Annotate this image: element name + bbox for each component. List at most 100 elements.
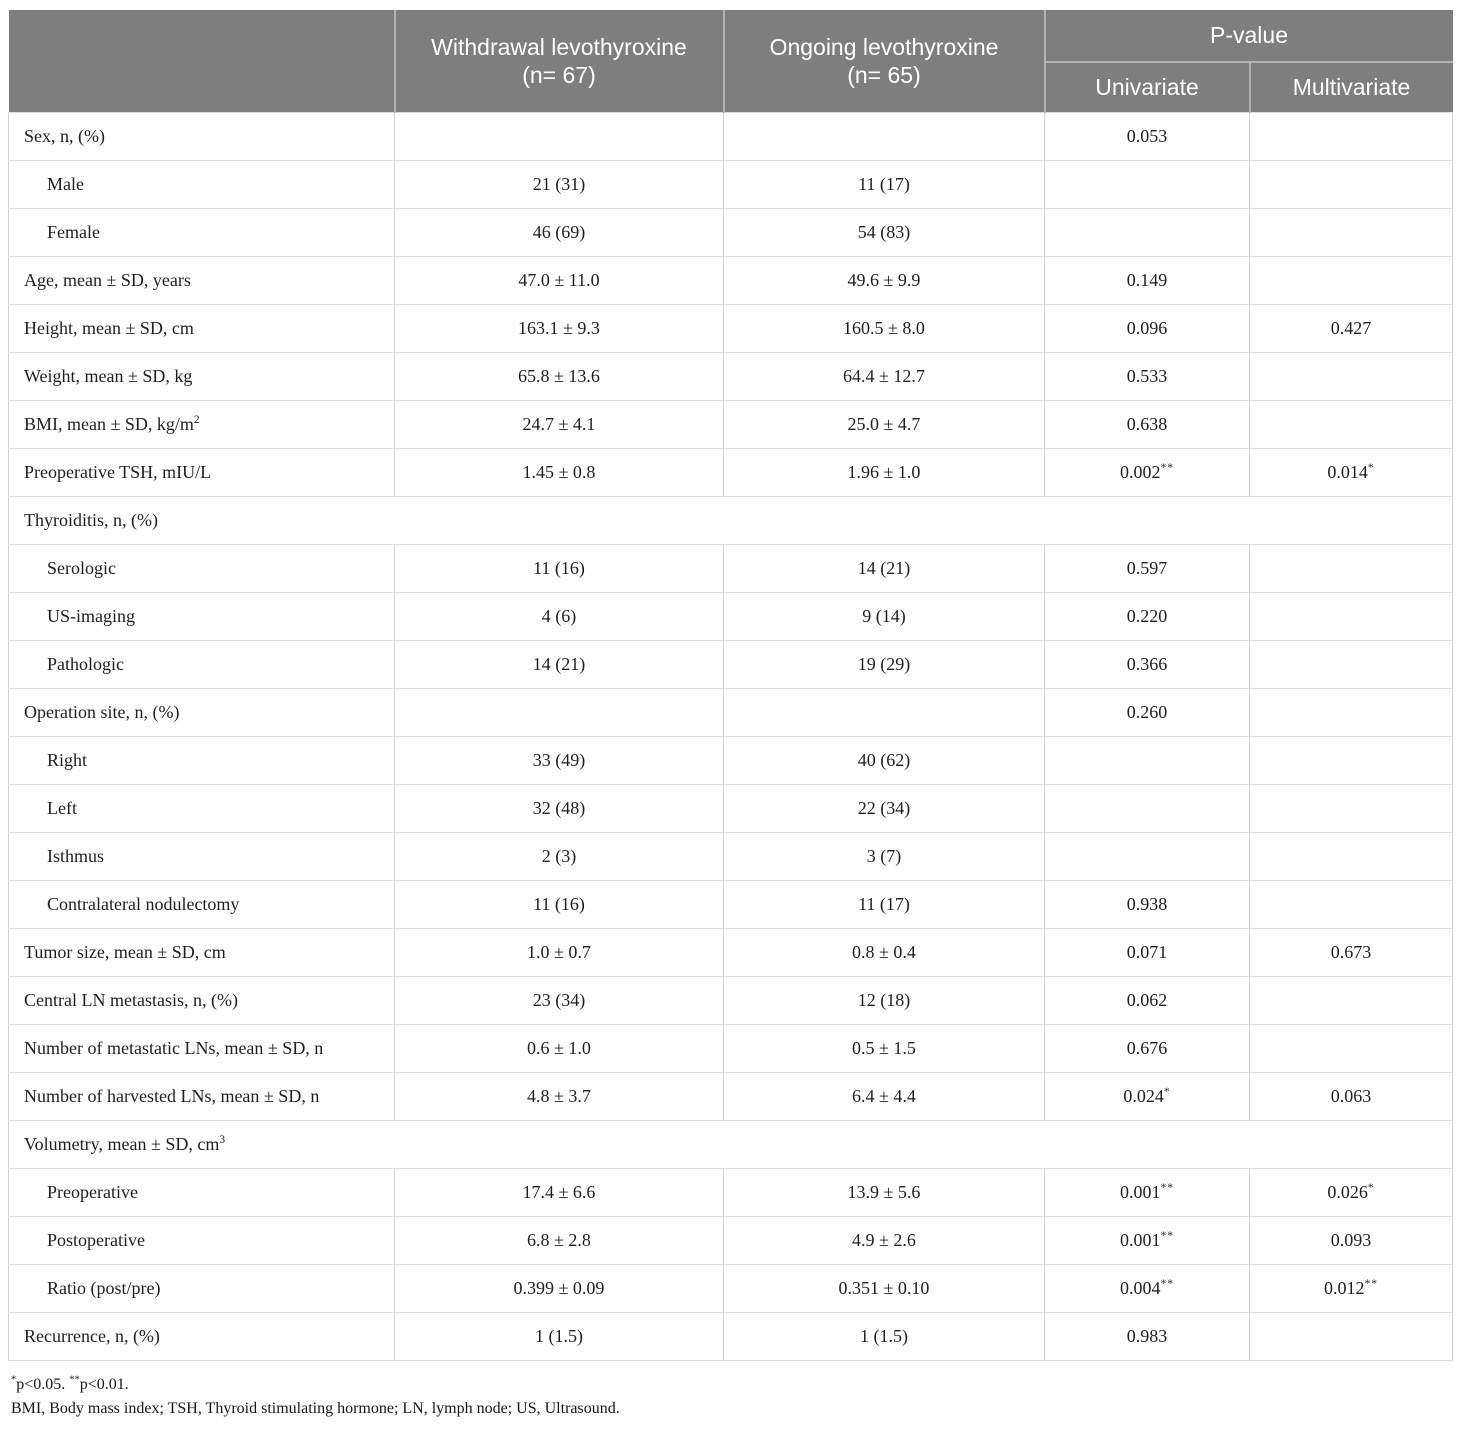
multivariate-pvalue: 0.014 bbox=[1327, 461, 1368, 482]
header-pvalue-group: P-value bbox=[1043, 10, 1453, 63]
univariate-pvalue-cell: 0.638 bbox=[1044, 399, 1250, 449]
row-label: Postoperative bbox=[47, 1229, 145, 1250]
table-row: Left 32 (48) 22 (34) bbox=[8, 783, 1454, 833]
row-label: Weight, mean ± SD, kg bbox=[24, 365, 193, 386]
row-label-cell: Tumor size, mean ± SD, cm bbox=[8, 927, 395, 977]
ongoing-value-cell: 14 (21) bbox=[723, 543, 1045, 593]
ongoing-value-cell: 11 (17) bbox=[723, 879, 1045, 929]
table-footnotes: *p<0.05. **p<0.01. BMI, Body mass index;… bbox=[11, 1373, 1452, 1423]
ongoing-value-cell: 6.4 ± 4.4 bbox=[723, 1071, 1045, 1121]
table-row: Weight, mean ± SD, kg 65.8 ± 13.6 64.4 ± 1… bbox=[8, 351, 1454, 401]
header-row-subcolumns: Univariate Multivariate bbox=[9, 62, 1453, 112]
univariate-pvalue-cell: 0.260 bbox=[1044, 687, 1250, 737]
row-label: Isthmus bbox=[47, 845, 105, 866]
univariate-significance-stars: ** bbox=[1160, 1181, 1174, 1194]
row-label-cell: Preoperative bbox=[8, 1167, 395, 1217]
ongoing-value-cell: 22 (34) bbox=[723, 783, 1045, 833]
withdrawal-value-cell bbox=[394, 687, 724, 737]
row-label-cell: Postoperative bbox=[8, 1215, 395, 1265]
row-label-cell: Serologic bbox=[8, 543, 395, 593]
withdrawal-value-cell: 11 (16) bbox=[394, 879, 724, 929]
header-univariate: Univariate bbox=[1043, 62, 1250, 112]
univariate-pvalue: 0.366 bbox=[1126, 653, 1168, 674]
multivariate-pvalue-cell bbox=[1248, 207, 1454, 257]
univariate-pvalue-cell: 0.220 bbox=[1044, 591, 1250, 641]
withdrawal-value-cell: 21 (31) bbox=[394, 159, 724, 209]
multivariate-pvalue-cell bbox=[1248, 879, 1454, 929]
withdrawal-value-cell: 23 (34) bbox=[394, 975, 724, 1025]
table-row: Male 21 (31) 11 (17) bbox=[8, 159, 1454, 209]
withdrawal-value-cell: 47.0 ± 11.0 bbox=[394, 255, 724, 305]
univariate-pvalue: 0.638 bbox=[1126, 413, 1168, 434]
section-label: Thyroiditis, n, (%) bbox=[24, 509, 158, 530]
univariate-significance-stars: * bbox=[1163, 1085, 1171, 1098]
table-row: Right 33 (49) 40 (62) bbox=[8, 735, 1454, 785]
section-label-superscript: 3 bbox=[219, 1133, 227, 1146]
row-label: Contralateral nodulectomy bbox=[47, 893, 240, 914]
row-label-cell: Isthmus bbox=[8, 831, 395, 881]
table-row: Volumetry, mean ± SD, cm3 bbox=[7, 1119, 1454, 1169]
table-row: Female 46 (69) 54 (83) bbox=[8, 207, 1454, 257]
multivariate-pvalue-cell: 0.427 bbox=[1248, 303, 1454, 353]
row-label-cell: Ratio (post/pre) bbox=[8, 1263, 395, 1313]
univariate-pvalue: 0.062 bbox=[1126, 989, 1168, 1010]
row-label-cell: Female bbox=[8, 207, 395, 257]
withdrawal-value-cell: 1.0 ± 0.7 bbox=[394, 927, 724, 977]
univariate-pvalue-cell: 0.096 bbox=[1044, 303, 1250, 353]
row-label: Height, mean ± SD, cm bbox=[24, 317, 194, 338]
row-label: Operation site, n, (%) bbox=[24, 701, 180, 722]
multivariate-pvalue: 0.012 bbox=[1324, 1277, 1365, 1298]
table-row: Tumor size, mean ± SD, cm 1.0 ± 0.7 0.8 ± … bbox=[8, 927, 1454, 977]
table-row: Recurrence, n, (%) 1 (1.5) 1 (1.5) 0.983 bbox=[8, 1311, 1454, 1361]
table-row: Number of metastatic LNs, mean ± SD, n 0.… bbox=[8, 1023, 1454, 1073]
univariate-pvalue: 0.024 bbox=[1123, 1085, 1164, 1106]
ongoing-value-cell: 0.5 ± 1.5 bbox=[723, 1023, 1045, 1073]
row-label-cell: Number of metastatic LNs, mean ± SD, n bbox=[8, 1023, 395, 1073]
ongoing-value-cell: 9 (14) bbox=[723, 591, 1045, 641]
table-row: BMI, mean ± SD, kg/m2 24.7 ± 4.1 25.0 ± 4.… bbox=[8, 399, 1454, 449]
withdrawal-value-cell: 4.8 ± 3.7 bbox=[394, 1071, 724, 1121]
ongoing-value-cell: 12 (18) bbox=[723, 975, 1045, 1025]
univariate-pvalue-cell: 0.002** bbox=[1044, 447, 1250, 497]
multivariate-pvalue: 0.427 bbox=[1330, 317, 1372, 338]
header-ongoing-group: Ongoing levothyroxine (n= 65) bbox=[722, 10, 1045, 112]
ongoing-value-cell: 160.5 ± 8.0 bbox=[723, 303, 1045, 353]
univariate-pvalue: 0.071 bbox=[1126, 941, 1168, 962]
multivariate-significance-stars: * bbox=[1367, 461, 1375, 474]
univariate-pvalue-cell: 0.001** bbox=[1044, 1215, 1250, 1265]
ongoing-value-cell: 0.8 ± 0.4 bbox=[723, 927, 1045, 977]
row-label-cell: Weight, mean ± SD, kg bbox=[8, 351, 395, 401]
row-label: Right bbox=[47, 749, 88, 770]
significance-text: p<0.01. bbox=[79, 1375, 129, 1393]
multivariate-pvalue-cell bbox=[1248, 351, 1454, 401]
row-label-cell: Height, mean ± SD, cm bbox=[8, 303, 395, 353]
row-label: US-imaging bbox=[47, 605, 135, 626]
row-label: Number of metastatic LNs, mean ± SD, n bbox=[24, 1037, 324, 1058]
univariate-pvalue: 0.149 bbox=[1126, 269, 1168, 290]
ongoing-value-cell: 49.6 ± 9.9 bbox=[723, 255, 1045, 305]
table-row: Central LN metastasis, n, (%) 23 (34) 12 (… bbox=[8, 975, 1454, 1025]
univariate-pvalue-cell bbox=[1044, 735, 1250, 785]
multivariate-pvalue: 0.093 bbox=[1330, 1229, 1372, 1250]
univariate-pvalue-cell: 0.597 bbox=[1044, 543, 1250, 593]
withdrawal-value-cell bbox=[394, 111, 724, 161]
withdrawal-value-cell: 1 (1.5) bbox=[394, 1311, 724, 1361]
table-row: Sex, n, (%) 0.053 bbox=[8, 111, 1454, 161]
section-label-cell: Volumetry, mean ± SD, cm3 bbox=[7, 1119, 1454, 1169]
section-label: Volumetry, mean ± SD, cm bbox=[24, 1133, 220, 1154]
table-row: Pathologic 14 (21) 19 (29) 0.366 bbox=[8, 639, 1454, 689]
univariate-pvalue-cell: 0.004** bbox=[1044, 1263, 1250, 1313]
withdrawal-value-cell: 33 (49) bbox=[394, 735, 724, 785]
table-row: Serologic 11 (16) 14 (21) 0.597 bbox=[8, 543, 1454, 593]
significance-stars: * bbox=[11, 1374, 17, 1386]
table-row: Height, mean ± SD, cm 163.1 ± 9.3 160.5 ± … bbox=[8, 303, 1454, 353]
row-label: Recurrence, n, (%) bbox=[24, 1325, 160, 1346]
withdrawal-value-cell: 2 (3) bbox=[394, 831, 724, 881]
significance-segment: *p<0.05. bbox=[11, 1374, 65, 1392]
row-label-cell: Pathologic bbox=[8, 639, 395, 689]
table-body: Sex, n, (%) 0.053 Male 21 (31) 11 (17) Female… bbox=[7, 111, 1454, 1361]
univariate-pvalue: 0.001 bbox=[1120, 1181, 1161, 1202]
ongoing-value-cell: 64.4 ± 12.7 bbox=[723, 351, 1045, 401]
table-row: Thyroiditis, n, (%) bbox=[7, 495, 1454, 545]
univariate-pvalue-cell: 0.053 bbox=[1044, 111, 1250, 161]
